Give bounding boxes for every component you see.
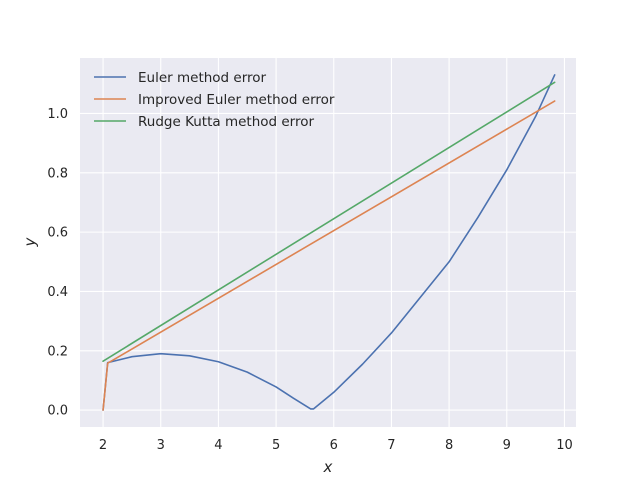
x-tick-labels: 2 3 4 5 6 7 8 9 10 <box>99 438 573 453</box>
legend-label: Rudge Kutta method error <box>138 114 315 130</box>
y-tick-label: 0.2 <box>47 344 68 359</box>
x-tick-label: 7 <box>387 438 395 453</box>
x-axis-label: x <box>323 458 333 476</box>
legend: Euler method error Improved Euler method … <box>94 70 335 130</box>
y-tick-label: 0.8 <box>47 166 68 181</box>
y-tick-labels: 0.0 0.2 0.4 0.6 0.8 1.0 <box>47 107 68 419</box>
legend-label: Euler method error <box>138 70 267 86</box>
x-tick-label: 10 <box>556 438 573 453</box>
grid <box>80 58 576 427</box>
y-tick-label: 0.0 <box>47 404 68 419</box>
x-tick-label: 2 <box>99 438 107 453</box>
x-tick-label: 6 <box>330 438 338 453</box>
y-tick-label: 0.6 <box>47 226 68 241</box>
x-tick-label: 9 <box>503 438 511 453</box>
series-line-3 <box>102 81 556 362</box>
y-tick-label: 1.0 <box>47 107 68 122</box>
x-tick-label: 5 <box>272 438 280 453</box>
y-axis-label: y <box>21 236 39 247</box>
series-line-2 <box>102 100 556 411</box>
series-lines <box>102 74 556 411</box>
y-tick-label: 0.4 <box>47 285 68 300</box>
x-tick-label: 4 <box>214 438 222 453</box>
x-tick-label: 3 <box>157 438 165 453</box>
legend-label: Improved Euler method error <box>138 92 335 108</box>
x-tick-label: 8 <box>445 438 453 453</box>
series-line-1 <box>102 74 556 411</box>
